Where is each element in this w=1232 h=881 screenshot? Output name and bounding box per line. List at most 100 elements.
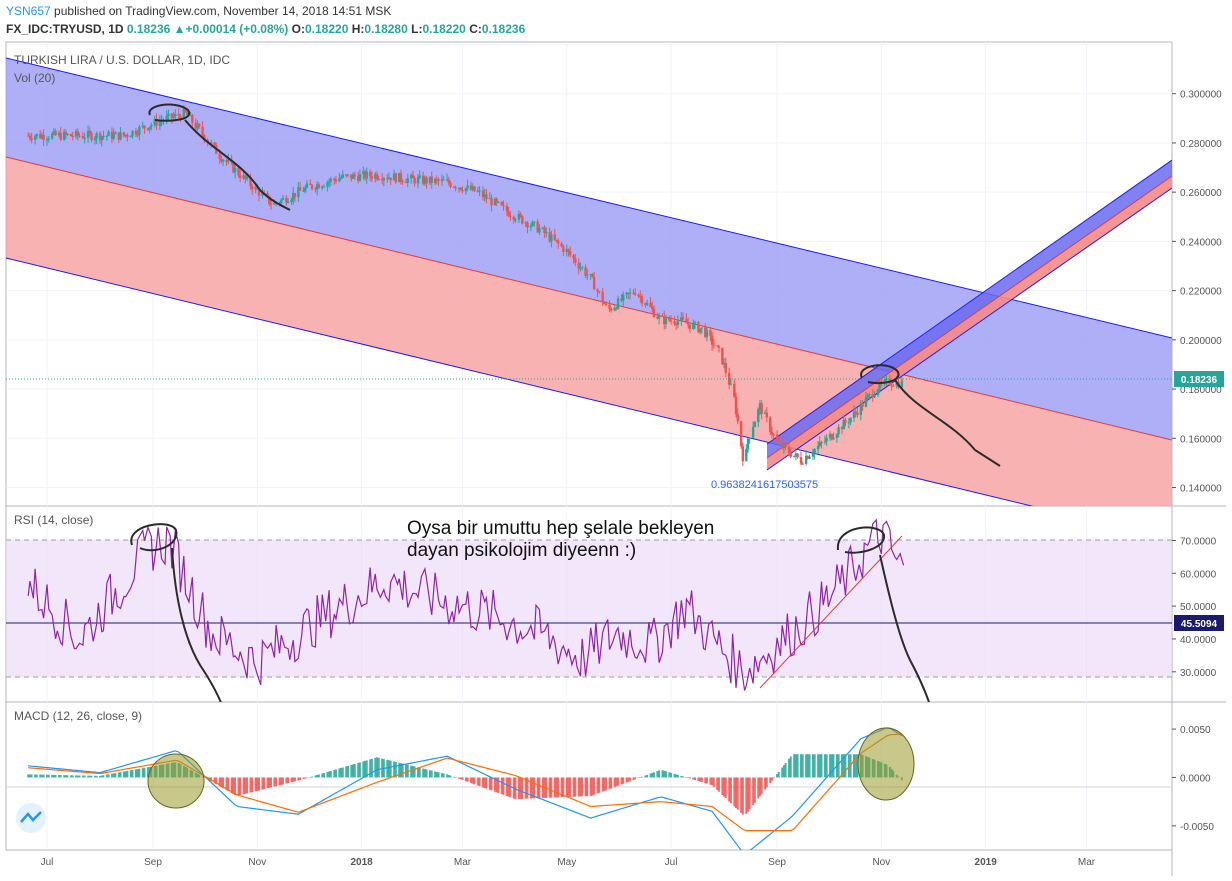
candle-body xyxy=(849,417,852,423)
candle-body xyxy=(799,457,803,464)
candle-body xyxy=(568,251,572,256)
macd-histogram-bar xyxy=(435,771,438,778)
macd-histogram-bar xyxy=(30,774,33,778)
projected-drop-drawing xyxy=(894,379,1001,467)
candle-body xyxy=(117,132,121,140)
candle-body xyxy=(286,201,290,203)
macd-histogram-bar xyxy=(405,764,408,778)
price-change: +0.00014 (+0.08%) xyxy=(185,22,289,36)
candle-body xyxy=(327,181,331,183)
macd-histogram-bar xyxy=(586,777,589,797)
candle-body xyxy=(621,294,625,301)
channel-mid-line xyxy=(6,156,1172,441)
time-axis[interactable]: Jul Sep Nov 2018 Mar May Jul Sep Nov 2019 Mar xyxy=(41,857,1096,868)
candle-body xyxy=(495,198,498,202)
candle-body xyxy=(71,136,74,138)
candle-body xyxy=(777,441,780,443)
macd-histogram-bar xyxy=(440,773,443,778)
decline-drawing xyxy=(184,119,291,211)
candle-body xyxy=(189,115,192,117)
candle-body xyxy=(461,189,464,192)
macd-histogram-bar xyxy=(784,763,787,778)
candle-body xyxy=(709,330,712,336)
price-axis-label: 0.300000 xyxy=(1180,90,1222,101)
macd-histogram-bar xyxy=(637,777,640,779)
candle-body xyxy=(105,135,109,137)
candle-body xyxy=(645,302,649,305)
candle-body xyxy=(663,316,666,325)
macd-histogram-bar xyxy=(806,754,809,778)
macd-histogram-bar xyxy=(52,774,55,778)
tradingview-logo-icon[interactable] xyxy=(16,803,46,833)
macd-histogram-bar xyxy=(270,777,272,788)
macd-histogram-bar xyxy=(531,777,534,799)
candle-body xyxy=(733,383,736,397)
macd-histogram-bar xyxy=(341,767,344,778)
macd-histogram-bar xyxy=(625,777,628,783)
candle-body xyxy=(866,395,869,398)
candle-body xyxy=(174,113,177,117)
macd-histogram-bar xyxy=(536,777,539,799)
macd-histogram-bar xyxy=(28,774,31,778)
candle-body xyxy=(548,232,551,242)
macd-histogram-bar xyxy=(292,777,295,782)
macd-histogram-bar xyxy=(370,758,373,778)
candle-body xyxy=(310,184,314,189)
macd-histogram-bar xyxy=(620,777,623,785)
macd-histogram-bar xyxy=(782,765,785,778)
candle-body xyxy=(697,322,700,333)
current-top-circle xyxy=(860,364,900,385)
candle-body xyxy=(242,175,245,179)
macd-histogram-bar xyxy=(801,754,804,778)
candle-body xyxy=(416,177,420,184)
candle-body xyxy=(386,178,389,180)
candle-body xyxy=(358,174,362,181)
candle-body xyxy=(38,133,42,139)
macd-histogram-bar xyxy=(63,775,66,778)
candle-body xyxy=(326,182,329,187)
macd-histogram-bar xyxy=(239,777,242,796)
candle-body xyxy=(808,456,811,459)
candle-body xyxy=(399,172,403,181)
candle-body xyxy=(148,126,151,130)
candle-body xyxy=(452,186,456,188)
candle-body xyxy=(158,120,162,126)
candle-body xyxy=(493,198,497,206)
candle-body xyxy=(586,274,589,276)
macd-histogram-bar xyxy=(258,777,261,791)
candle-body xyxy=(213,142,216,146)
candle-body xyxy=(521,216,524,224)
candle-body xyxy=(406,178,409,183)
macd-histogram-bar xyxy=(454,777,457,778)
candle-body xyxy=(445,179,449,181)
candle-body xyxy=(191,115,194,123)
candle-body xyxy=(469,185,473,190)
candle-body xyxy=(639,296,642,298)
macd-histogram-bar xyxy=(213,777,216,784)
candle-body xyxy=(339,177,343,179)
candle-body xyxy=(900,380,904,388)
candle-body xyxy=(281,197,285,200)
volume-label: Vol (20) xyxy=(14,71,55,85)
candle-body xyxy=(172,116,175,118)
macd-histogram-bar xyxy=(521,777,524,799)
macd-histogram-bar xyxy=(485,777,488,789)
candle-body xyxy=(370,176,374,179)
macd-histogram-bar xyxy=(825,754,828,778)
candle-body xyxy=(100,136,103,141)
macd-histogram-bar xyxy=(58,775,60,778)
candle-body xyxy=(806,456,810,459)
regression-channel xyxy=(6,57,1172,506)
macd-histogram-bar xyxy=(76,775,79,778)
macd-histogram-bar xyxy=(644,775,647,778)
candle-body xyxy=(375,174,379,179)
macd-histogram-bar xyxy=(478,777,481,787)
candle-body xyxy=(165,115,168,121)
price-axis[interactable]: 0.140000 0.160000 0.180000 0.200000 0.220000… xyxy=(1172,90,1222,833)
author-link[interactable]: YSN657 xyxy=(6,4,51,18)
macd-histogram-bar xyxy=(470,777,473,784)
macd-histogram-bar xyxy=(357,762,360,778)
macd-histogram-bar xyxy=(569,777,572,797)
candle-body xyxy=(107,131,110,136)
